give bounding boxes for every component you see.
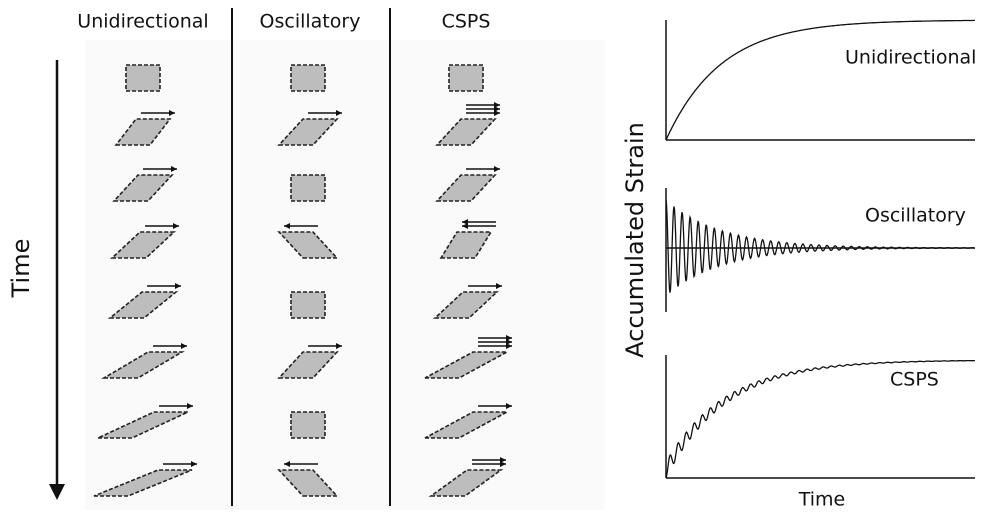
time-arrowhead [49, 484, 65, 500]
sheared-element [291, 292, 325, 318]
plot-label: CSPS [890, 369, 939, 391]
plot-label: Unidirectional [845, 47, 976, 69]
column-header: Oscillatory [260, 11, 361, 33]
sheared-element [449, 65, 483, 91]
x-axis-label: Time [798, 489, 846, 511]
column-header: CSPS [442, 11, 491, 33]
plot-label: Oscillatory [865, 205, 966, 227]
sheared-element [291, 412, 325, 438]
column-header: Unidirectional [77, 11, 208, 33]
sheared-element [291, 175, 325, 201]
sheared-element [126, 65, 160, 91]
y-axis-label: Accumulated Strain [621, 122, 649, 358]
panel-background [85, 40, 605, 510]
unidirectional-curve [666, 20, 975, 140]
time-label: Time [7, 239, 35, 299]
figure: Unidirectional Oscillatory CSPS Time Acc… [0, 0, 997, 514]
sheared-element [291, 65, 325, 91]
